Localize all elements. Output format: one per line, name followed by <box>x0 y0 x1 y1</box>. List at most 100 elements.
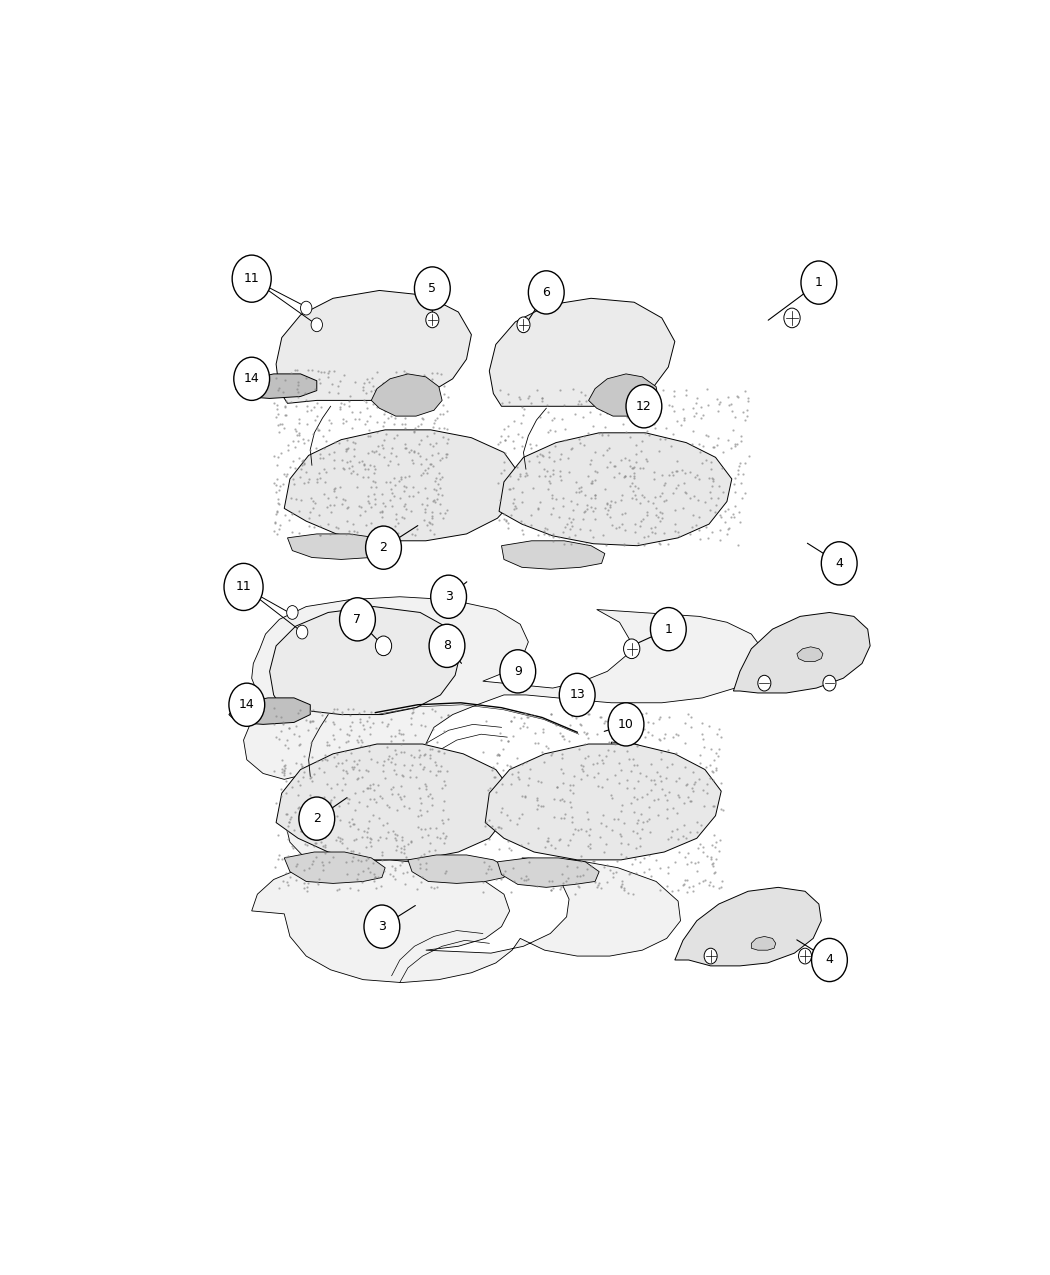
Point <box>353 496 370 516</box>
Point <box>522 705 539 725</box>
Point <box>527 723 544 743</box>
Point <box>360 811 377 831</box>
Polygon shape <box>407 856 507 884</box>
Polygon shape <box>498 858 600 887</box>
Point <box>667 514 684 534</box>
Point <box>598 394 615 414</box>
Point <box>417 743 434 764</box>
Point <box>405 384 422 404</box>
Point <box>400 486 417 506</box>
Point <box>278 805 295 825</box>
Point <box>628 444 645 464</box>
Point <box>429 483 446 504</box>
Point <box>694 724 711 745</box>
Circle shape <box>528 270 564 314</box>
Point <box>284 488 300 509</box>
Point <box>326 481 342 501</box>
Point <box>544 460 561 481</box>
Text: 7: 7 <box>354 613 361 626</box>
Point <box>403 831 420 852</box>
Point <box>287 360 303 380</box>
Point <box>524 478 541 499</box>
Point <box>359 491 376 511</box>
Point <box>393 789 410 810</box>
Point <box>639 525 656 546</box>
Point <box>357 413 374 434</box>
Point <box>546 807 563 827</box>
Polygon shape <box>675 887 821 966</box>
Point <box>533 445 550 465</box>
Point <box>706 796 722 816</box>
Point <box>660 706 677 727</box>
Point <box>572 381 589 402</box>
Point <box>285 838 301 858</box>
Point <box>300 720 317 741</box>
Point <box>435 770 452 790</box>
Point <box>656 785 673 806</box>
Point <box>310 875 327 895</box>
Point <box>412 754 428 774</box>
Point <box>398 363 415 384</box>
Point <box>308 437 324 458</box>
Point <box>554 872 571 892</box>
Point <box>355 374 372 394</box>
Point <box>659 876 676 896</box>
Point <box>362 513 379 533</box>
Point <box>420 842 437 862</box>
Point <box>615 536 632 556</box>
Point <box>659 863 676 884</box>
Text: 11: 11 <box>235 580 251 593</box>
Point <box>587 470 604 491</box>
Point <box>505 493 522 514</box>
Point <box>433 363 449 384</box>
Point <box>530 525 547 546</box>
Point <box>295 762 312 783</box>
Point <box>379 794 396 815</box>
Point <box>579 723 595 743</box>
Point <box>544 411 561 431</box>
Point <box>435 507 452 528</box>
Point <box>580 704 596 724</box>
Point <box>273 779 290 799</box>
Point <box>416 400 433 421</box>
Point <box>610 810 627 830</box>
Point <box>631 492 648 513</box>
Point <box>597 746 614 766</box>
Point <box>297 382 314 403</box>
Point <box>576 501 593 521</box>
Point <box>356 821 373 842</box>
Point <box>616 502 633 523</box>
Point <box>349 754 365 774</box>
Point <box>351 703 368 723</box>
Polygon shape <box>270 607 461 714</box>
Point <box>424 417 441 437</box>
Point <box>324 701 341 722</box>
Point <box>713 799 730 820</box>
Point <box>726 507 742 528</box>
Point <box>351 409 368 430</box>
Point <box>269 455 286 476</box>
Point <box>386 474 403 495</box>
Point <box>496 418 512 439</box>
Point <box>279 464 296 484</box>
Point <box>395 796 412 816</box>
Point <box>478 863 495 884</box>
Point <box>388 425 405 445</box>
Point <box>350 792 366 812</box>
Point <box>408 880 425 900</box>
Point <box>297 710 314 731</box>
Point <box>520 388 537 408</box>
Point <box>694 436 711 456</box>
Point <box>521 768 538 788</box>
Point <box>654 483 671 504</box>
Point <box>669 450 686 470</box>
Point <box>294 755 311 775</box>
Point <box>516 713 532 733</box>
Point <box>653 770 670 790</box>
Point <box>344 847 361 867</box>
Point <box>616 448 633 468</box>
Point <box>298 414 315 435</box>
Point <box>386 827 403 848</box>
Point <box>330 518 346 538</box>
Point <box>413 715 429 736</box>
